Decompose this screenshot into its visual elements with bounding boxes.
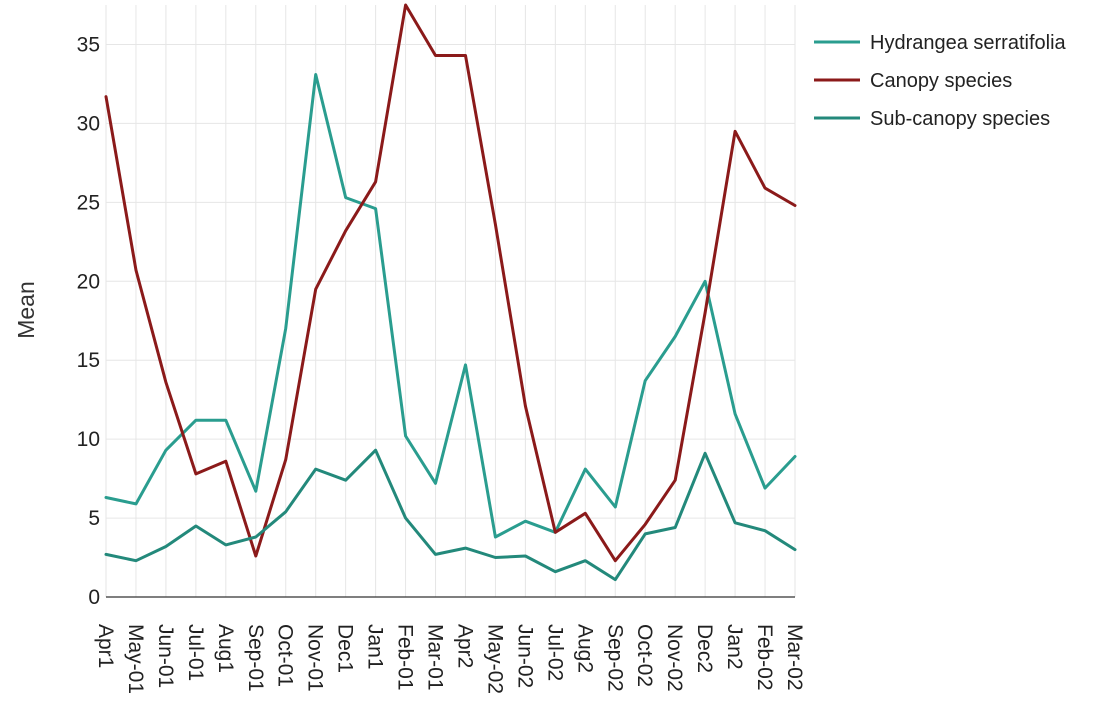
y-tick-label: 35 [77,33,100,56]
y-tick-label: 10 [77,428,100,451]
x-tick-label: Mar-01 [424,624,447,691]
x-tick-label: Nov-02 [663,624,686,692]
x-tick-label: Apr2 [453,624,476,668]
x-tick-label: Jul-02 [543,624,566,681]
axes: 0 5 10 15 20 25 30 35 Apr1 May-01 Jun-01 Jul-01 Aug1… [77,33,806,694]
x-tick-label: Jul-01 [184,624,207,681]
legend-label: Sub-canopy species [870,108,1050,130]
y-tick-label: 15 [77,349,100,372]
x-tick-label: May-01 [124,624,147,694]
x-tick-label: Aug1 [214,624,237,673]
x-tick-label: Feb-02 [753,624,776,691]
y-tick-label: 20 [77,270,100,293]
y-tick-label: 30 [77,112,100,135]
x-tick-label: Jan2 [723,624,746,670]
legend-label: Canopy species [870,70,1012,92]
x-tick-label: Jun-01 [154,624,177,688]
series-line [104,448,797,582]
x-tick-label: Dec1 [334,624,357,673]
x-tick-label: Mar-02 [783,624,806,691]
y-tick-label: 0 [88,586,100,609]
x-tick-label: Oct-01 [274,624,297,687]
y-axis-title: Mean [13,281,39,339]
x-tick-label: Jan1 [364,624,387,670]
x-tick-label: Apr1 [94,624,117,668]
series-lines [104,3,797,582]
y-tick-label: 5 [88,507,100,530]
x-tick-label: Oct-02 [633,624,656,687]
x-tick-label: Nov-01 [304,624,327,692]
x-tick-label: Aug2 [573,624,596,673]
series-line [104,3,797,563]
x-tick-label: May-02 [483,624,506,694]
x-tick-label: Jun-02 [513,624,536,688]
grid-lines [105,5,796,597]
x-tick-label: Sep-02 [603,624,626,692]
y-tick-label: 25 [77,191,100,214]
legend-label: Hydrangea serratifolia [870,32,1067,54]
series-line [104,73,797,539]
x-tick-label: Feb-01 [394,624,417,691]
x-tick-label: Sep-01 [244,624,267,692]
legend: Hydrangea serratifolia Canopy species Sub-… [814,32,1067,130]
x-tick-label: Dec2 [693,624,716,673]
